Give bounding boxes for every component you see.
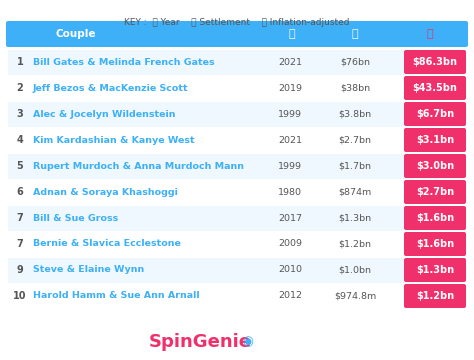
Text: $874m: $874m [338, 188, 372, 197]
Text: $86.3bn: $86.3bn [412, 57, 457, 67]
Text: 🔒: 🔒 [427, 29, 433, 39]
Text: ◉: ◉ [243, 336, 254, 348]
FancyBboxPatch shape [404, 102, 466, 126]
Text: $3.8bn: $3.8bn [338, 109, 372, 118]
Text: 1980: 1980 [278, 188, 302, 197]
Text: $38bn: $38bn [340, 84, 370, 93]
Text: 2: 2 [17, 83, 23, 93]
Text: 7: 7 [17, 213, 23, 223]
FancyBboxPatch shape [404, 154, 466, 178]
FancyBboxPatch shape [404, 50, 466, 74]
Text: 5: 5 [17, 161, 23, 171]
Bar [8, 206, 466, 231]
FancyBboxPatch shape [404, 76, 466, 100]
Text: Bill Gates & Melinda French Gates: Bill Gates & Melinda French Gates [33, 58, 215, 67]
Text: $2.7bn: $2.7bn [338, 135, 372, 144]
Text: $1.3bn: $1.3bn [338, 213, 372, 222]
Text: 7: 7 [17, 239, 23, 249]
Text: 2021: 2021 [278, 135, 302, 144]
Bar [8, 232, 466, 257]
Bar [8, 76, 466, 101]
Text: SpinGenie: SpinGenie [148, 333, 252, 351]
Text: 🧾: 🧾 [352, 29, 358, 39]
Text: $1.2bn: $1.2bn [416, 291, 454, 301]
Text: Harold Hamm & Sue Ann Arnall: Harold Hamm & Sue Ann Arnall [33, 292, 200, 301]
Text: Alec & Jocelyn Wildenstein: Alec & Jocelyn Wildenstein [33, 109, 175, 118]
Bar [8, 50, 466, 75]
FancyBboxPatch shape [6, 21, 468, 47]
Text: 2010: 2010 [278, 266, 302, 275]
Text: 3: 3 [17, 109, 23, 119]
Text: $2.7bn: $2.7bn [416, 187, 454, 197]
Text: Kim Kardashian & Kanye West: Kim Kardashian & Kanye West [33, 135, 195, 144]
Text: $1.0bn: $1.0bn [338, 266, 372, 275]
Bar [8, 128, 466, 153]
Bar [8, 154, 466, 179]
FancyBboxPatch shape [404, 128, 466, 152]
Text: Bernie & Slavica Ecclestone: Bernie & Slavica Ecclestone [33, 239, 181, 248]
Text: 1999: 1999 [278, 109, 302, 118]
Text: Jeff Bezos & MacKenzie Scott: Jeff Bezos & MacKenzie Scott [33, 84, 189, 93]
Text: 1999: 1999 [278, 162, 302, 171]
Text: $3.1bn: $3.1bn [416, 135, 454, 145]
Text: $1.3bn: $1.3bn [416, 265, 454, 275]
Text: $6.7bn: $6.7bn [416, 109, 454, 119]
Text: 2019: 2019 [278, 84, 302, 93]
Bar [8, 284, 466, 309]
Text: Bill & Sue Gross: Bill & Sue Gross [33, 213, 118, 222]
Text: 📅: 📅 [289, 29, 295, 39]
Bar [8, 180, 466, 205]
Text: $1.7bn: $1.7bn [338, 162, 372, 171]
Text: $43.5bn: $43.5bn [412, 83, 457, 93]
Text: 2021: 2021 [278, 58, 302, 67]
Text: Adnan & Soraya Khashoggi: Adnan & Soraya Khashoggi [33, 188, 178, 197]
Text: $974.8m: $974.8m [334, 292, 376, 301]
Text: 9: 9 [17, 265, 23, 275]
Text: $1.6bn: $1.6bn [416, 239, 454, 249]
FancyBboxPatch shape [404, 284, 466, 308]
Text: Couple: Couple [55, 29, 95, 39]
Text: 2012: 2012 [278, 292, 302, 301]
Text: $1.6bn: $1.6bn [416, 213, 454, 223]
Text: 4: 4 [17, 135, 23, 145]
Text: 10: 10 [13, 291, 27, 301]
FancyBboxPatch shape [404, 258, 466, 282]
Text: 2009: 2009 [278, 239, 302, 248]
Text: 6: 6 [17, 187, 23, 197]
FancyBboxPatch shape [404, 180, 466, 204]
Text: $1.2bn: $1.2bn [338, 239, 372, 248]
FancyBboxPatch shape [404, 206, 466, 230]
Text: Steve & Elaine Wynn: Steve & Elaine Wynn [33, 266, 144, 275]
Text: KEY :  📅 Year    🧾 Settlement    🔒 Inflation-adjusted: KEY : 📅 Year 🧾 Settlement 🔒 Inflation-ad… [124, 18, 350, 27]
Text: Rupert Murdoch & Anna Murdoch Mann: Rupert Murdoch & Anna Murdoch Mann [33, 162, 244, 171]
Bar [8, 258, 466, 283]
Text: 2017: 2017 [278, 213, 302, 222]
Text: $3.0bn: $3.0bn [416, 161, 454, 171]
Text: 1: 1 [17, 57, 23, 67]
Bar [8, 102, 466, 127]
Text: $76bn: $76bn [340, 58, 370, 67]
FancyBboxPatch shape [404, 232, 466, 256]
